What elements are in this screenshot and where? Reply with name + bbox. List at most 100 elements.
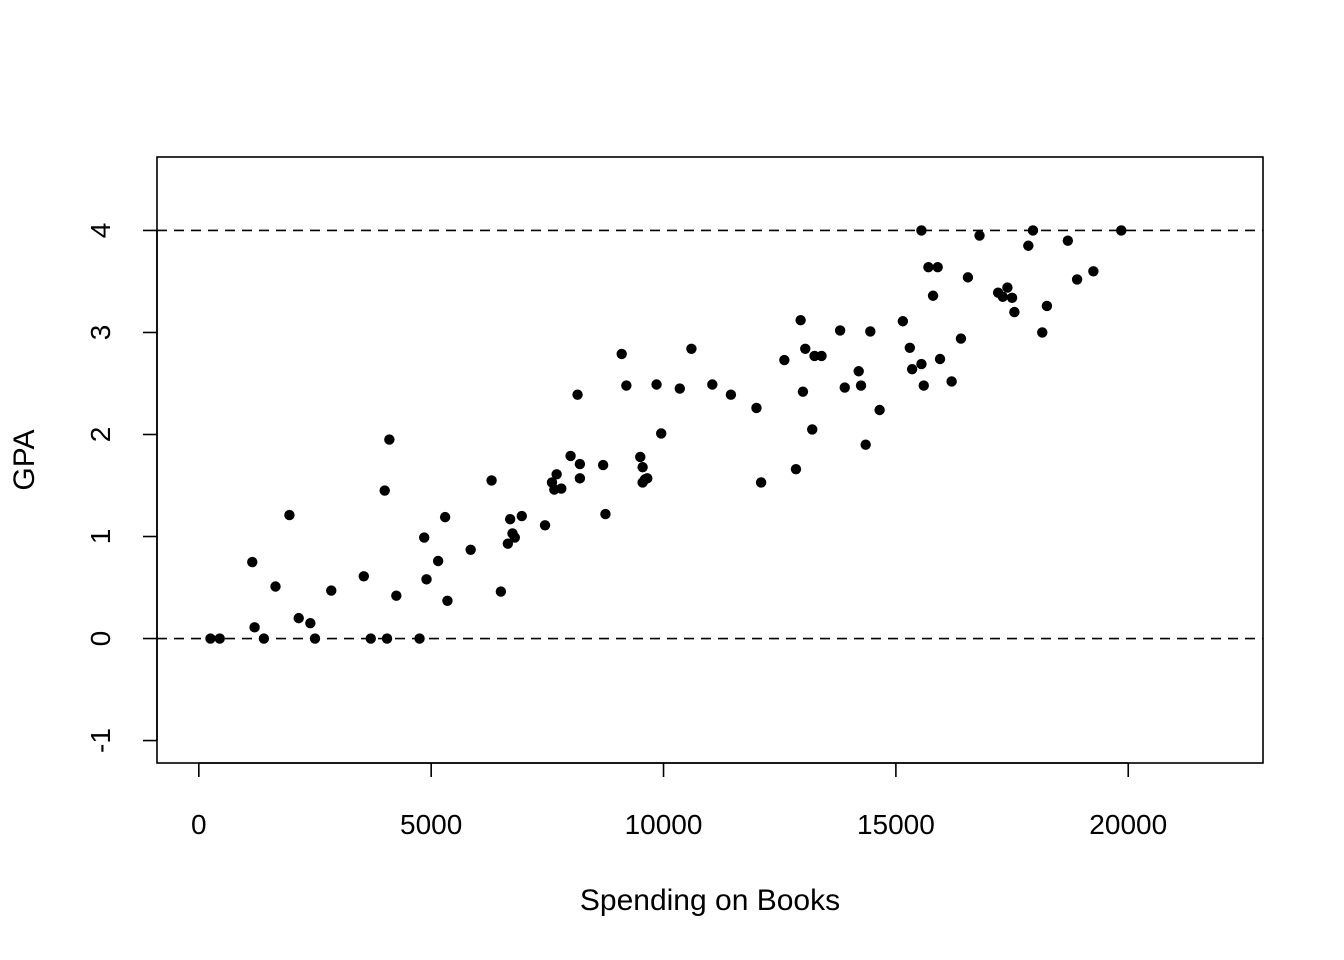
data-point <box>918 380 929 391</box>
x-tick-label: 20000 <box>1089 809 1167 840</box>
data-point <box>816 350 827 362</box>
x-tick-label: 5000 <box>400 809 462 840</box>
data-point <box>326 585 337 596</box>
data-point <box>1027 225 1039 236</box>
y-tick-label: 3 <box>85 325 116 341</box>
data-point <box>565 450 576 462</box>
data-point <box>974 230 985 241</box>
data-point <box>249 622 260 633</box>
data-point <box>509 532 521 543</box>
data-point <box>916 358 927 370</box>
data-point <box>800 343 811 354</box>
data-point <box>997 291 1008 302</box>
data-point <box>927 290 939 301</box>
data-point <box>391 590 402 601</box>
data-point <box>955 333 967 344</box>
data-point <box>516 510 527 522</box>
data-point <box>551 469 562 480</box>
data-point <box>284 509 295 521</box>
x-axis-title: Spending on Books <box>580 884 840 917</box>
data-point <box>214 633 225 644</box>
data-point <box>379 485 390 496</box>
data-point <box>779 354 790 366</box>
data-point <box>906 364 918 375</box>
y-axis-title: GPA <box>8 429 41 490</box>
data-point <box>674 383 685 394</box>
data-point <box>1041 300 1053 312</box>
data-point <box>946 376 957 387</box>
data-point <box>442 595 453 606</box>
data-point <box>305 618 316 629</box>
data-point <box>797 386 809 397</box>
data-point <box>755 477 767 488</box>
data-point <box>384 434 395 445</box>
data-point <box>293 612 304 624</box>
data-point <box>855 380 867 391</box>
data-point <box>1002 282 1013 293</box>
data-point <box>597 459 609 471</box>
data-point <box>795 315 806 326</box>
data-point <box>432 555 444 567</box>
data-point <box>247 556 258 568</box>
x-tick-label: 0 <box>191 809 207 840</box>
data-point <box>1088 266 1099 277</box>
data-point <box>309 633 321 644</box>
data-point <box>358 571 369 582</box>
data-point <box>853 366 864 377</box>
data-point <box>651 379 662 390</box>
y-tick-label: -1 <box>85 728 116 753</box>
data-point <box>834 325 846 336</box>
data-point <box>707 379 718 390</box>
data-point <box>1116 225 1127 236</box>
reference-lines <box>157 229 1263 640</box>
data-point <box>504 513 516 525</box>
data-point <box>686 343 697 354</box>
x-axis: 0 5000 10000 15000 20000 <box>191 762 1167 840</box>
data-point <box>205 633 216 644</box>
data-point <box>1037 327 1048 338</box>
data-point <box>839 382 850 393</box>
y-tick-label: 0 <box>85 631 116 647</box>
data-point <box>934 353 946 365</box>
data-point <box>1071 274 1083 285</box>
data-point <box>621 380 632 391</box>
data-point <box>539 520 551 531</box>
data-point <box>932 261 943 273</box>
y-tick-label: 4 <box>85 223 116 239</box>
data-point <box>556 483 567 494</box>
data-point <box>865 326 876 337</box>
y-tick-label: 2 <box>85 427 116 443</box>
data-point <box>637 461 648 473</box>
data-point <box>421 574 432 585</box>
data-point <box>635 451 646 463</box>
data-point <box>725 389 737 400</box>
data-points <box>205 225 1127 644</box>
data-point <box>600 508 611 520</box>
data-point <box>923 261 934 273</box>
data-point <box>1006 292 1018 303</box>
data-point <box>270 581 281 592</box>
x-tick-label: 10000 <box>625 809 703 840</box>
data-point <box>616 348 627 360</box>
y-tick-label: 1 <box>85 529 116 545</box>
data-point <box>439 511 451 523</box>
data-point <box>904 342 916 353</box>
data-point <box>574 473 586 484</box>
data-point <box>486 475 497 486</box>
data-point <box>574 458 586 470</box>
data-point <box>572 389 583 400</box>
data-point <box>751 402 762 414</box>
data-point <box>790 463 802 475</box>
x-tick-label: 15000 <box>857 809 935 840</box>
data-point <box>365 633 376 644</box>
data-point <box>381 633 393 644</box>
data-point <box>414 633 425 644</box>
data-point <box>897 316 909 327</box>
y-axis: -1 0 1 2 3 4 <box>85 223 158 753</box>
data-point <box>642 473 653 484</box>
data-point <box>916 225 927 236</box>
data-point <box>656 428 667 439</box>
data-point <box>465 544 476 555</box>
data-point <box>258 633 270 644</box>
